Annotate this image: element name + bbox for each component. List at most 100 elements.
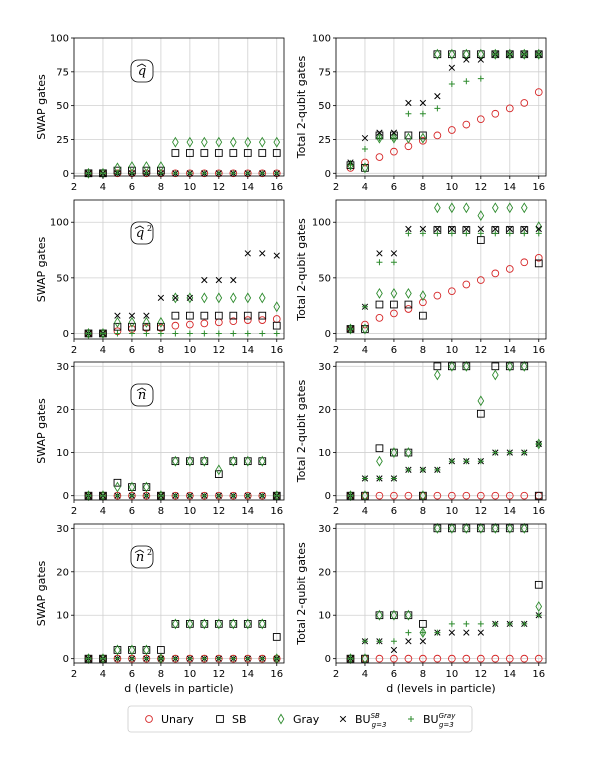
- marker-sb: [171, 457, 180, 466]
- x-tick-label: 6: [129, 182, 135, 193]
- legend-item-busb: BUSB g=3: [339, 712, 386, 729]
- marker-bugray: [463, 458, 470, 465]
- x-tick-label: 12: [474, 506, 487, 517]
- y-tick-label: 30: [318, 524, 331, 535]
- x-tick-label: 2: [333, 345, 339, 356]
- x-tick-label: 8: [158, 669, 164, 680]
- marker-bugray: [273, 655, 280, 662]
- marker-unary: [433, 491, 442, 500]
- marker-unary: [404, 491, 413, 500]
- marker-sb: [346, 325, 355, 333]
- marker-sb: [142, 646, 151, 654]
- marker-sb: [462, 524, 471, 533]
- marker-sb: [171, 149, 180, 157]
- marker-bugray: [186, 330, 193, 337]
- marker-sb: [462, 362, 471, 371]
- marker-unary: [390, 309, 398, 318]
- marker-gray: [463, 522, 470, 534]
- marker-sb: [375, 611, 384, 620]
- marker-sb: [361, 491, 369, 500]
- x-tick-label: 10: [445, 506, 458, 517]
- x-tick-label: 12: [212, 506, 225, 517]
- marker-bugray: [347, 492, 354, 499]
- marker-sb: [200, 311, 209, 320]
- x-tick-label: 8: [158, 345, 164, 356]
- legend-box: [127, 705, 473, 733]
- marker-unary: [361, 158, 369, 167]
- marker-sb: [214, 311, 223, 320]
- marker-bugray: [215, 330, 222, 337]
- marker-gray: [215, 292, 223, 304]
- marker-unary: [476, 491, 485, 500]
- marker-sb: [84, 654, 93, 663]
- y-tick-label: 75: [318, 67, 331, 78]
- marker-bugray: [259, 330, 266, 337]
- y-tick-label: 100: [312, 34, 331, 45]
- marker-bugray: [434, 466, 441, 473]
- marker-sb: [229, 149, 238, 157]
- marker-sb: [361, 164, 369, 172]
- marker-gray: [520, 202, 528, 214]
- marker-busb: [157, 294, 165, 302]
- legend-item-sb: SB: [216, 713, 247, 726]
- marker-sb: [113, 478, 122, 487]
- marker-unary: [476, 276, 485, 284]
- marker-sb: [346, 654, 355, 663]
- marker-bugray: [405, 629, 412, 636]
- marker-bugray: [419, 230, 426, 237]
- marker-unary: [433, 291, 442, 300]
- x-tick-label: 6: [129, 506, 135, 517]
- marker-bugray: [521, 620, 528, 627]
- marker-busb: [463, 225, 470, 233]
- marker-gray: [405, 447, 412, 459]
- marker-busb: [172, 294, 179, 302]
- marker-sb: [534, 580, 543, 589]
- marker-gray: [361, 323, 369, 335]
- marker-bugray: [463, 78, 470, 85]
- y-tick-label: 20: [56, 405, 69, 416]
- marker-busb: [477, 56, 484, 63]
- y-tick-label: 10: [56, 448, 69, 459]
- y-tick-label: 10: [318, 611, 331, 622]
- marker-sb: [214, 620, 223, 628]
- marker-unary: [520, 258, 529, 267]
- marker-sb: [476, 50, 485, 59]
- marker-busb: [506, 225, 513, 233]
- marker-unary: [534, 654, 543, 663]
- marker-gray: [258, 618, 266, 630]
- marker-gray: [186, 618, 194, 630]
- marker-bugray: [244, 170, 251, 177]
- marker-busb: [448, 64, 456, 71]
- marker-gray: [448, 202, 456, 214]
- marker-bugray: [143, 655, 150, 662]
- marker-bugray: [448, 230, 455, 237]
- x-tick-label: 2: [333, 506, 339, 517]
- marker-bugray: [186, 655, 193, 662]
- y-tick-label: 10: [56, 611, 69, 622]
- marker-bugray: [230, 170, 237, 177]
- marker-bugray: [157, 330, 164, 337]
- marker-bugray: [230, 330, 237, 337]
- marker-unary: [214, 491, 223, 500]
- marker-unary: [419, 298, 427, 307]
- marker-gray: [491, 202, 499, 214]
- marker-unary: [375, 654, 384, 663]
- marker-busb: [405, 225, 412, 233]
- marker-gray: [506, 202, 514, 214]
- marker-gray: [520, 522, 528, 534]
- marker-bugray: [114, 492, 121, 499]
- marker-bugray: [376, 638, 383, 645]
- y-tick-label: 100: [312, 218, 331, 229]
- marker-unary: [476, 654, 485, 663]
- marker-gray: [477, 395, 485, 407]
- marker-bugray: [535, 230, 542, 237]
- marker-unary: [462, 491, 471, 500]
- plot-frame: [73, 361, 285, 501]
- marker-sb: [214, 470, 223, 478]
- marker-unary: [186, 491, 194, 500]
- marker-bugray: [157, 655, 164, 662]
- marker-unary: [157, 654, 165, 663]
- marker-unary: [404, 305, 413, 313]
- marker-gray: [258, 136, 266, 148]
- marker-unary: [258, 169, 267, 178]
